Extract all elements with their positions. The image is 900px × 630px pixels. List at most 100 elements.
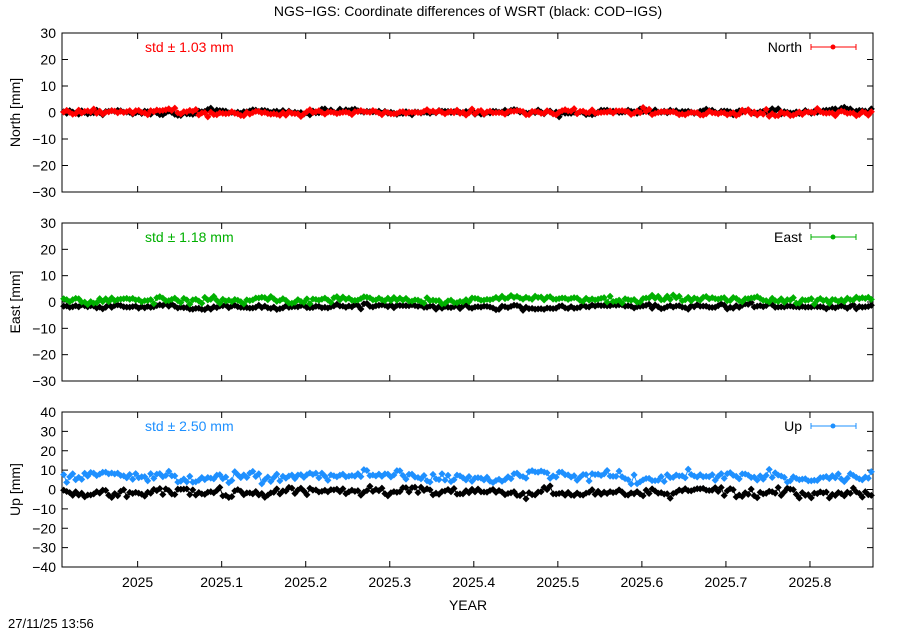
data-point [684, 465, 692, 473]
data-point [171, 104, 179, 112]
data-point [303, 491, 311, 499]
data-point [630, 471, 638, 479]
data-point [519, 489, 527, 497]
data-point [243, 473, 251, 482]
data-point [426, 486, 434, 494]
data-point [636, 109, 644, 117]
data-point [639, 492, 647, 500]
data-point [390, 471, 398, 479]
data-point [570, 472, 578, 480]
data-point [171, 490, 179, 499]
data-point [273, 470, 281, 478]
data-point [618, 299, 626, 307]
data-point [774, 483, 782, 492]
data-point [216, 483, 224, 491]
data-point [603, 298, 611, 306]
x-tick-label: 2025.2 [284, 574, 327, 590]
data-point [141, 473, 149, 481]
data-point [747, 485, 755, 493]
data-point [807, 295, 815, 303]
std-label: std ± 1.18 mm [145, 229, 234, 245]
data-point [378, 484, 386, 492]
y-tick-label: 10 [40, 462, 56, 478]
data-point [306, 300, 314, 308]
legend-marker [830, 234, 836, 240]
data-point [768, 473, 776, 482]
data-point [204, 113, 212, 121]
data-point [183, 485, 191, 493]
data-point [867, 301, 875, 309]
y-axis-label: Up [mm] [7, 463, 23, 516]
data-point [354, 487, 362, 495]
data-point [810, 109, 818, 117]
data-point [147, 296, 155, 304]
data-point [843, 474, 851, 482]
data-point [780, 473, 788, 481]
y-tick-label: −20 [32, 520, 56, 536]
y-tick-label: −10 [32, 320, 56, 336]
data-point [444, 471, 452, 479]
y-tick-label: 0 [48, 482, 56, 498]
y-tick-label: 40 [40, 404, 56, 420]
data-point [735, 475, 743, 483]
data-point [822, 488, 830, 496]
data-point [429, 470, 437, 478]
data-point [759, 110, 767, 118]
data-point [645, 300, 653, 308]
y-tick-label: −30 [32, 540, 56, 556]
data-point [789, 294, 797, 302]
x-tick-label: 2025 [122, 574, 153, 590]
data-point [357, 473, 365, 481]
data-point [198, 299, 206, 307]
data-point [327, 298, 335, 306]
data-point [666, 494, 674, 502]
data-point [744, 490, 752, 498]
data-point [264, 473, 272, 481]
data-point [681, 474, 689, 482]
data-point [729, 486, 737, 494]
data-point [717, 483, 725, 492]
data-point [675, 292, 683, 300]
data-point [858, 493, 866, 501]
data-point [543, 469, 551, 477]
data-point [414, 489, 422, 497]
data-point [441, 476, 449, 484]
data-point [60, 295, 68, 303]
data-point [177, 299, 185, 307]
chart-panels: 30 20 10 0 −10 −20 −30 North [mm] std ± 1.03 mm N… [7, 25, 875, 590]
data-point [789, 486, 797, 494]
x-tick-label: 2025.5 [536, 574, 579, 590]
data-point [606, 292, 614, 300]
data-point [159, 490, 167, 499]
legend-label: East [774, 229, 802, 245]
data-point [162, 471, 170, 480]
data-point [129, 475, 137, 483]
data-point [720, 474, 728, 482]
x-axis-label: YEAR [449, 597, 487, 613]
data-point [762, 471, 770, 479]
data-point [249, 467, 257, 475]
data-point [288, 484, 296, 492]
data-point [102, 486, 110, 494]
y-tick-label: 20 [40, 241, 56, 257]
data-point [120, 486, 128, 494]
data-point [201, 109, 209, 117]
data-point [303, 295, 311, 303]
data-point [663, 490, 671, 498]
data-point [60, 471, 68, 479]
data-point [627, 480, 635, 488]
data-point [144, 477, 152, 485]
data-point [60, 486, 68, 494]
data-point [69, 470, 77, 478]
data-point [402, 475, 410, 483]
panel-east: 30 20 10 0 −10 −20 −30 East [mm] std ± 1.18 mm Ea… [7, 215, 875, 389]
data-point [420, 471, 428, 480]
data-point [363, 466, 371, 475]
x-tick-label: 2025.6 [620, 574, 663, 590]
data-point [849, 301, 857, 309]
data-point [624, 476, 632, 484]
data-point [645, 489, 653, 498]
data-point [255, 470, 263, 478]
data-point [315, 474, 323, 482]
data-point [132, 470, 140, 478]
